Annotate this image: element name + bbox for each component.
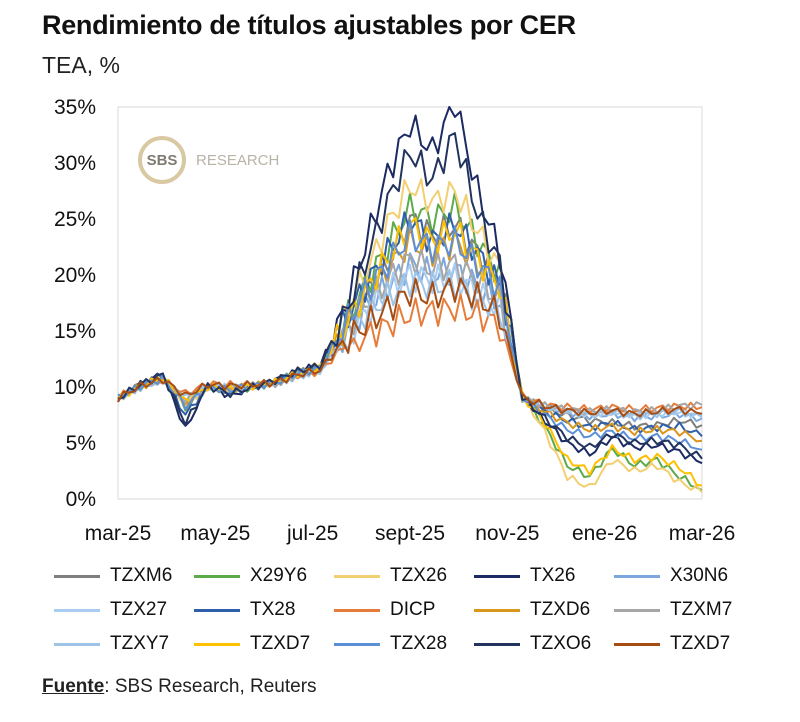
series-line-tzxy7 [117, 268, 703, 421]
legend-label: TZXM6 [110, 565, 173, 586]
legend-item: TZXD7 [194, 631, 334, 657]
legend-label: TZX28 [390, 633, 448, 654]
source-label: Fuente [42, 676, 105, 697]
y-axis: 0% 5% 10% 15% 20% 25% 30% 35% [54, 96, 96, 511]
legend-label: TZX27 [110, 599, 168, 620]
legend-item: TZXM7 [614, 597, 754, 623]
y-tick-label: 30% [54, 152, 96, 175]
x-tick-label: may-25 [180, 522, 250, 545]
legend-swatch [334, 642, 380, 646]
y-tick-label: 25% [54, 208, 96, 231]
source-text: : SBS Research, Reuters [104, 676, 317, 697]
series-line-x29y6 [117, 191, 703, 491]
series-line-tzxo6 [117, 132, 703, 460]
legend-label: X29Y6 [250, 565, 308, 586]
legend-label: TZX26 [390, 565, 448, 586]
y-tick-label: 15% [54, 320, 96, 343]
legend-swatch [194, 608, 240, 612]
series-line-tzx28 [117, 219, 703, 451]
watermark: SBS RESEARCH [138, 136, 279, 184]
watermark-logo-text: SBS [147, 152, 178, 169]
legend-item: TZXD7 [614, 631, 754, 657]
line-chart: SBS RESEARCH 0% 5% 10% 15% 20% 25% 30% 35% mar-… [54, 96, 736, 545]
legend-swatch [614, 642, 660, 646]
x-axis: mar-25 may-25 jul-25 sept-25 nov-25 ene-26 mar… [85, 522, 736, 545]
legend-item: X29Y6 [194, 563, 334, 589]
legend-swatch [334, 608, 380, 612]
legend-swatch [474, 608, 520, 612]
series-line-x30n6 [117, 252, 703, 423]
legend-swatch [614, 608, 660, 612]
legend-label: TX28 [250, 599, 296, 620]
legend-swatch [614, 574, 660, 578]
y-axis-unit-label: TEA, % [42, 52, 120, 78]
x-tick-label: nov-25 [475, 522, 539, 545]
legend-item: X30N6 [614, 563, 754, 589]
series-line-tzxd7 [117, 277, 703, 418]
legend-item: TZXD6 [474, 597, 614, 623]
source-note: Fuente: SBS Research, Reuters [42, 676, 317, 698]
legend-item: TZXM6 [54, 563, 194, 589]
watermark-logo-ring [138, 136, 186, 184]
watermark-text: RESEARCH [196, 152, 279, 169]
legend-label: TZXM7 [670, 599, 733, 620]
legend-swatch [474, 574, 520, 578]
legend-label: TZXY7 [110, 633, 170, 654]
legend-item: TX26 [474, 563, 614, 589]
legend-item: TZX26 [334, 563, 474, 589]
y-tick-label: 5% [66, 432, 96, 455]
legend-label: X30N6 [670, 565, 729, 586]
series-lines [117, 106, 703, 493]
y-tick-label: 20% [54, 264, 96, 287]
plot-area-frame [117, 106, 703, 500]
legend-swatch [54, 608, 100, 612]
legend-label: DICP [390, 599, 436, 620]
legend-item: TZXY7 [54, 631, 194, 657]
legend-label: TZXD6 [530, 599, 591, 620]
legend-label: TZXO6 [530, 633, 592, 654]
series-line-dicp [117, 293, 703, 414]
y-tick-label: 10% [54, 376, 96, 399]
x-tick-label: ene-26 [572, 522, 637, 545]
legend-label: TZXD7 [670, 633, 731, 654]
legend-label: TX26 [530, 565, 576, 586]
x-tick-label: mar-25 [85, 522, 152, 545]
legend-item: TZX27 [54, 597, 194, 623]
legend-item: TZXO6 [474, 631, 614, 657]
series-line-tx28 [117, 211, 703, 437]
x-tick-label: sept-25 [375, 522, 445, 545]
legend-swatch [54, 642, 100, 646]
legend-swatch [54, 574, 100, 578]
y-tick-label: 35% [54, 96, 96, 119]
x-tick-label: jul-25 [286, 522, 338, 545]
series-line-tzx27 [117, 261, 703, 420]
chart-title: Rendimiento de títulos ajustables por CE… [42, 10, 576, 40]
legend-swatch [334, 574, 380, 578]
legend-item: TZX28 [334, 631, 474, 657]
legend-swatch [194, 574, 240, 578]
legend-swatch [474, 642, 520, 646]
x-tick-label: mar-26 [669, 522, 736, 545]
legend-item: DICP [334, 597, 474, 623]
y-tick-label: 0% [66, 488, 96, 511]
legend: TZXM6 X29Y6 TZX26 TX26 X30N6 TZX27 TX28 DICP TZX… [54, 563, 774, 657]
legend-swatch [194, 642, 240, 646]
legend-item: TX28 [194, 597, 334, 623]
legend-label: TZXD7 [250, 633, 311, 654]
